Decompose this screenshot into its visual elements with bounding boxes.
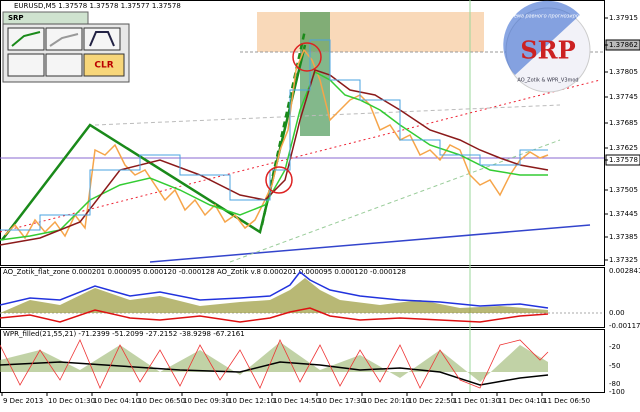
toolbar-tab-label: SRP	[8, 14, 24, 22]
ao-signal	[0, 307, 549, 323]
tool-button[interactable]	[7, 27, 45, 51]
time-label: 10 Dec 12:10	[228, 397, 275, 405]
tool-icon	[89, 31, 115, 47]
ma-slow	[0, 69, 549, 246]
trend-line	[94, 104, 561, 126]
time-label: 10 Dec 09:30	[183, 397, 230, 405]
time-label: 11 Dec 01:30	[453, 397, 500, 405]
price-label: 1.37915	[609, 14, 638, 22]
wpr-axis-label: -50	[609, 362, 620, 370]
time-label: 11 Dec 06:50	[543, 397, 590, 405]
price-label: 1.37385	[609, 233, 638, 241]
clear-button-label: CLR	[94, 61, 113, 71]
logo-arc	[503, 0, 580, 76]
price-label: 1.37685	[609, 119, 638, 127]
ao-label: AO_Zotik_flat_zone 0.000201 0.000095 0.0…	[3, 268, 406, 276]
wpr-slow	[0, 361, 549, 386]
tool-icon	[49, 33, 79, 47]
ao-line	[0, 270, 549, 309]
trend-line	[229, 139, 561, 263]
time-label: 10 Dec 14:50	[273, 397, 320, 405]
logo-subtitle: AO_Zotik & WPR_V3mod	[517, 78, 578, 84]
tool-button[interactable]	[7, 53, 45, 77]
time-label: 10 Dec 17:30	[318, 397, 365, 405]
axis-labels: 1.37915 1.37862 1.37805 1.37745 1.37685 1.376…	[1, 14, 640, 405]
time-label: 10 Dec 06:50	[138, 397, 185, 405]
tool-button[interactable]	[83, 27, 121, 51]
tool-icon	[11, 31, 41, 47]
signal-circle	[292, 42, 322, 72]
time-label: 9 Dec 2013	[3, 397, 43, 405]
price-label: 1.37862	[609, 41, 638, 49]
price-label: 1.37505	[609, 186, 638, 194]
price-label: 1.37805	[609, 68, 638, 76]
chart-header: EURUSD,M5 1.37578 1.37578 1.37577 1.3757…	[14, 2, 181, 10]
trend-line	[0, 79, 601, 233]
wpr-label: WPR_filled(21,55,21) -71.2399 -51.2099 -…	[3, 330, 245, 338]
zigzag	[1, 44, 307, 241]
wpr-axis-label: -20	[609, 343, 620, 351]
logo-ring-text: Система равного прогнозирования	[502, 14, 595, 20]
ao-fill	[0, 278, 548, 313]
main-frame	[0, 0, 605, 266]
tool-button[interactable]	[45, 53, 83, 77]
target-zone	[257, 12, 484, 52]
wpr-fast	[0, 339, 549, 389]
price-label: 1.37325	[609, 256, 638, 264]
time-label: 11 Dec 04:10	[498, 397, 545, 405]
trend-line	[149, 224, 591, 263]
wpr-axis-label: -100	[609, 388, 625, 396]
time-label: 10 Dec 20:10	[363, 397, 410, 405]
time-label: 10 Dec 22:50	[408, 397, 455, 405]
ao-frame	[0, 267, 605, 328]
price-label: 1.37625	[609, 144, 638, 152]
ao-axis-label: 0.002841	[609, 267, 640, 275]
wpr-axis-label: -80	[609, 380, 620, 388]
clear-button[interactable]	[83, 53, 125, 77]
tool-button[interactable]	[45, 27, 83, 51]
price-label: 1.37745	[609, 93, 638, 101]
signal-circle	[265, 166, 293, 194]
time-label: 10 Dec 01:30	[48, 397, 95, 405]
time-label: 10 Dec 04:10	[93, 397, 140, 405]
stop-line	[0, 39, 548, 231]
ao-axis-label: 0.00	[609, 309, 625, 317]
price-bars	[4, 48, 549, 240]
price-label: 1.37578	[609, 156, 638, 164]
price-label: 1.37445	[609, 210, 638, 218]
wpr-fill	[0, 342, 548, 382]
logo-title: SRP	[520, 36, 575, 65]
ao-axis-label: -0.00117	[609, 322, 640, 330]
